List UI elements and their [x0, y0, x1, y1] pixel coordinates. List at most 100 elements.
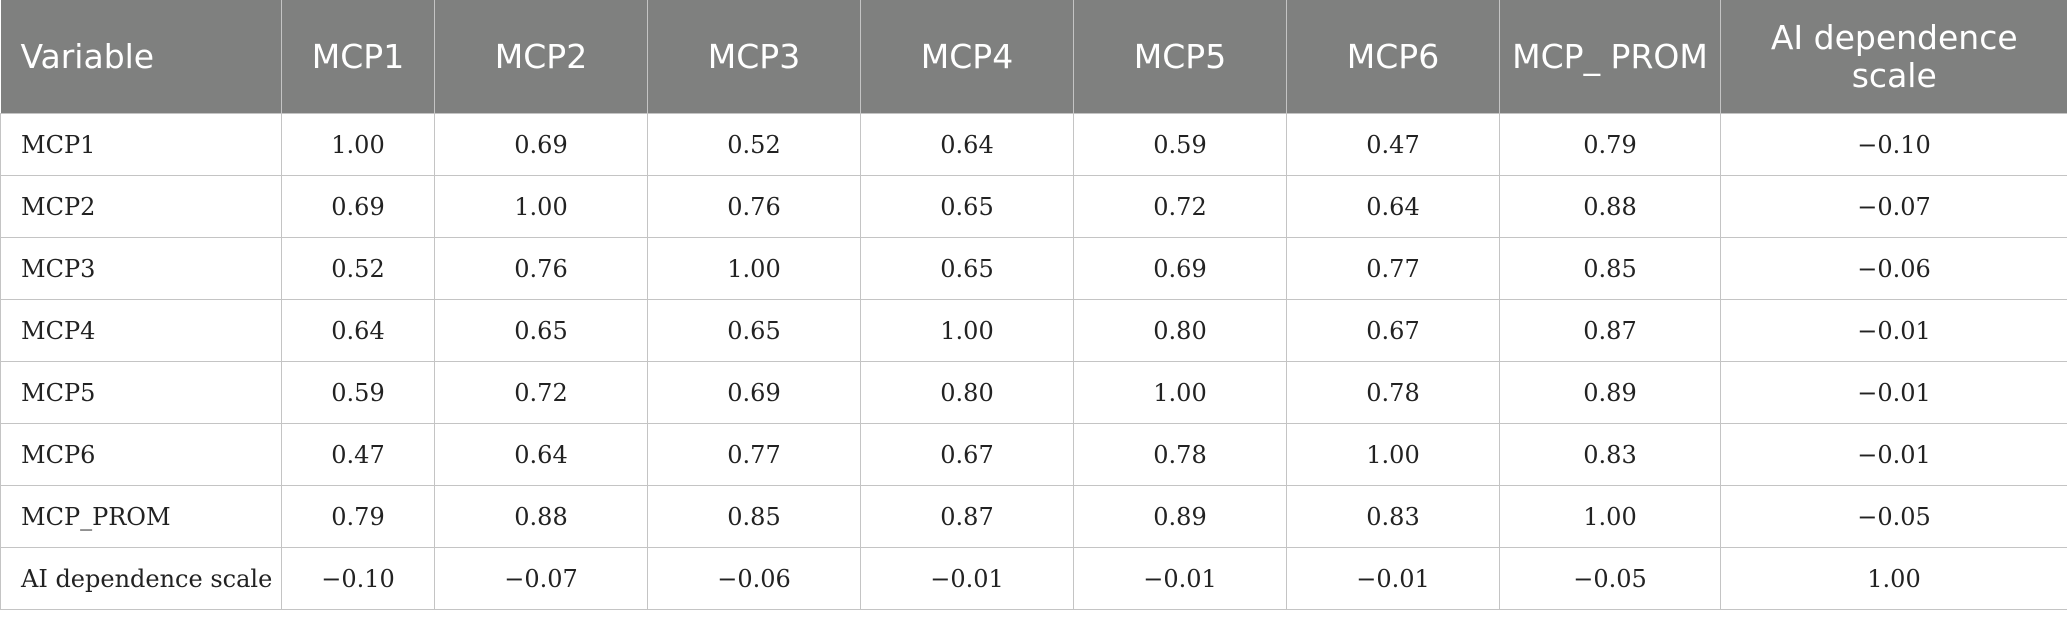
table-cell: −0.06: [647, 547, 861, 610]
table-cell: 0.76: [434, 237, 648, 300]
table-cell: 0.85: [1499, 237, 1721, 300]
header-label: MCP4: [920, 37, 1014, 76]
table-cell: 0.88: [434, 485, 648, 548]
table-cell: 0.83: [1286, 485, 1500, 548]
table-cell: 0.64: [281, 299, 435, 362]
table-cell: 1.00: [434, 175, 648, 238]
table-header: Variable MCP1 MCP2 MCP3 MCP4 MCP5 MCP6 M…: [0, 0, 2067, 114]
table-cell: −0.07: [434, 547, 648, 610]
table-cell: 1.00: [647, 237, 861, 300]
table-cell: 0.77: [647, 423, 861, 486]
table-cell: −0.01: [1073, 547, 1287, 610]
header-label: MCP3: [707, 37, 801, 76]
row-label: MCP6: [0, 423, 282, 486]
header-cell-variable: Variable: [0, 0, 282, 114]
table-cell: −0.01: [860, 547, 1074, 610]
table-cell: 0.69: [1073, 237, 1287, 300]
header-label: Variable: [20, 37, 155, 76]
table-cell: 0.69: [647, 361, 861, 424]
table-cell: −0.07: [1720, 175, 2067, 238]
table-body: MCP1 1.00 0.69 0.52 0.64 0.59 0.47 0.79 …: [0, 113, 2067, 610]
table-row: AI dependence scale −0.10 −0.07 −0.06 −0…: [0, 547, 2067, 610]
table-cell: −0.10: [281, 547, 435, 610]
header-label: MCP5: [1133, 37, 1227, 76]
table-cell: 0.72: [1073, 175, 1287, 238]
header-label: MCP_ PROM: [1512, 37, 1708, 76]
table-cell: −0.01: [1720, 299, 2067, 362]
table-cell: 0.78: [1073, 423, 1287, 486]
header-label: MCP6: [1346, 37, 1440, 76]
row-label: MCP_PROM: [0, 485, 282, 548]
table-cell: 0.79: [1499, 113, 1721, 176]
table-cell: −0.06: [1720, 237, 2067, 300]
table-cell: 0.80: [1073, 299, 1287, 362]
table-cell: 0.85: [647, 485, 861, 548]
table-row: MCP1 1.00 0.69 0.52 0.64 0.59 0.47 0.79 …: [0, 113, 2067, 176]
table-cell: 1.00: [860, 299, 1074, 362]
table-cell: 0.69: [281, 175, 435, 238]
table-cell: 0.65: [434, 299, 648, 362]
row-label: MCP2: [0, 175, 282, 238]
table-cell: 0.67: [1286, 299, 1500, 362]
table-cell: 0.64: [434, 423, 648, 486]
table-cell: −0.01: [1720, 361, 2067, 424]
row-label: MCP1: [0, 113, 282, 176]
row-label: MCP4: [0, 299, 282, 362]
table-cell: 0.83: [1499, 423, 1721, 486]
header-cell-mcp2: MCP2: [434, 0, 648, 114]
table-row: MCP3 0.52 0.76 1.00 0.65 0.69 0.77 0.85 …: [0, 237, 2067, 300]
table-cell: 1.00: [1499, 485, 1721, 548]
header-label: MCP2: [494, 37, 588, 76]
correlation-table-container: Variable MCP1 MCP2 MCP3 MCP4 MCP5 MCP6 M…: [0, 0, 2067, 610]
table-cell: 1.00: [1286, 423, 1500, 486]
row-label: AI dependence scale: [0, 547, 282, 610]
table-cell: 1.00: [1073, 361, 1287, 424]
header-cell-mcp4: MCP4: [860, 0, 1074, 114]
table-cell: 0.59: [281, 361, 435, 424]
table-cell: 0.79: [281, 485, 435, 548]
table-cell: 0.78: [1286, 361, 1500, 424]
table-cell: 0.88: [1499, 175, 1721, 238]
table-cell: 0.77: [1286, 237, 1500, 300]
table-cell: −0.01: [1286, 547, 1500, 610]
header-label: AI dependence scale: [1770, 18, 2018, 95]
table-row: MCP5 0.59 0.72 0.69 0.80 1.00 0.78 0.89 …: [0, 361, 2067, 424]
header-cell-mcp-prom: MCP_ PROM: [1499, 0, 1721, 114]
table-row: MCP2 0.69 1.00 0.76 0.65 0.72 0.64 0.88 …: [0, 175, 2067, 238]
table-cell: 1.00: [1720, 547, 2067, 610]
table-cell: 0.65: [860, 175, 1074, 238]
table-row: MCP4 0.64 0.65 0.65 1.00 0.80 0.67 0.87 …: [0, 299, 2067, 362]
table-cell: 0.64: [860, 113, 1074, 176]
table-cell: 0.47: [281, 423, 435, 486]
table-cell: −0.05: [1720, 485, 2067, 548]
header-cell-mcp1: MCP1: [281, 0, 435, 114]
header-cell-mcp3: MCP3: [647, 0, 861, 114]
row-label: MCP5: [0, 361, 282, 424]
table-cell: 0.69: [434, 113, 648, 176]
table-cell: 0.67: [860, 423, 1074, 486]
table-cell: 0.64: [1286, 175, 1500, 238]
table-cell: 0.65: [647, 299, 861, 362]
header-label: MCP1: [311, 37, 405, 76]
table-cell: 0.80: [860, 361, 1074, 424]
table-cell: 0.76: [647, 175, 861, 238]
row-label: MCP3: [0, 237, 282, 300]
table-cell: −0.10: [1720, 113, 2067, 176]
table-cell: −0.01: [1720, 423, 2067, 486]
table-cell: 0.87: [860, 485, 1074, 548]
table-cell: 0.59: [1073, 113, 1287, 176]
header-cell-ai-dependence: AI dependence scale: [1720, 0, 2067, 114]
table-cell: 0.87: [1499, 299, 1721, 362]
table-cell: 0.65: [860, 237, 1074, 300]
table-cell: 0.89: [1499, 361, 1721, 424]
table-row: MCP6 0.47 0.64 0.77 0.67 0.78 1.00 0.83 …: [0, 423, 2067, 486]
table-cell: 0.89: [1073, 485, 1287, 548]
table-cell: 0.72: [434, 361, 648, 424]
table-cell: −0.05: [1499, 547, 1721, 610]
header-row: Variable MCP1 MCP2 MCP3 MCP4 MCP5 MCP6 M…: [0, 0, 2067, 114]
table-cell: 0.52: [281, 237, 435, 300]
table-cell: 1.00: [281, 113, 435, 176]
correlation-table: Variable MCP1 MCP2 MCP3 MCP4 MCP5 MCP6 M…: [0, 0, 2067, 610]
header-cell-mcp6: MCP6: [1286, 0, 1500, 114]
header-cell-mcp5: MCP5: [1073, 0, 1287, 114]
